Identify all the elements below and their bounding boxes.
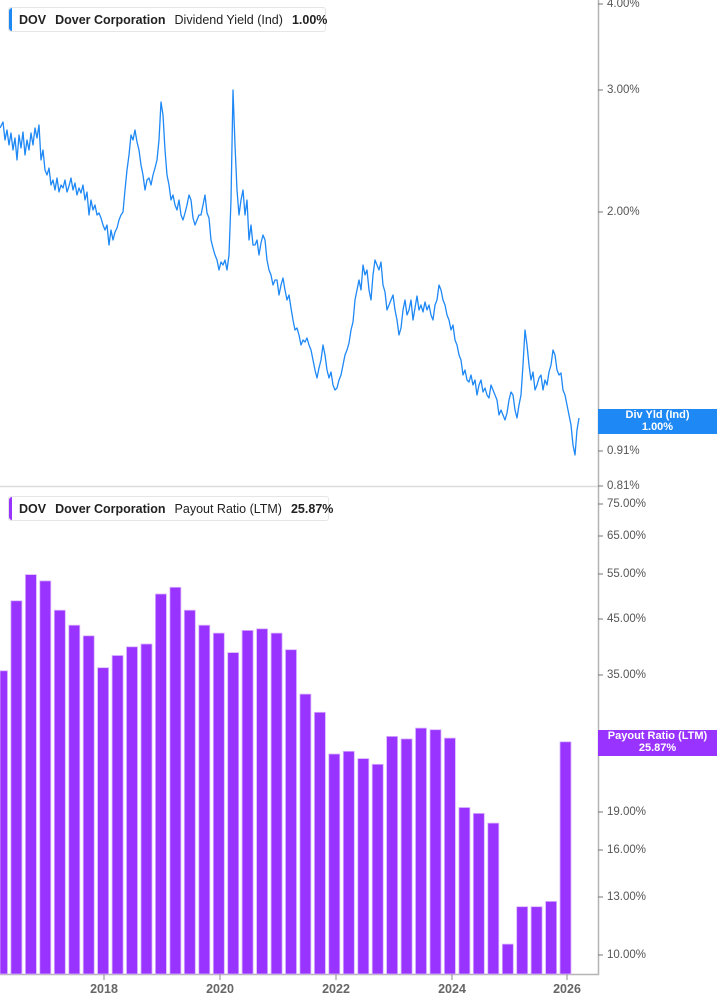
payout-ratio-bar — [458, 807, 471, 975]
payout-ratio-bar — [559, 741, 572, 975]
payout-ratio-bar — [256, 628, 269, 975]
payout-ratio-bar — [299, 693, 312, 975]
payout-ratio-bar — [443, 737, 456, 975]
x-tick-label: 2024 — [438, 982, 466, 996]
payout-ratio-bar — [126, 646, 138, 975]
bottom-legend[interactable]: DOV Dover Corporation Payout Ratio (LTM)… — [8, 496, 333, 521]
top-y-tick: 3.00% — [607, 84, 640, 96]
flag-label: Payout Ratio (LTM) — [607, 730, 708, 742]
payout-ratio-bar — [154, 593, 167, 975]
x-tick-label: 2026 — [553, 982, 581, 996]
x-tick-label: 2020 — [206, 982, 234, 996]
x-tick-marks — [103, 974, 568, 980]
bottom-legend-metric: Payout Ratio (LTM) — [174, 501, 282, 516]
flag-value: 1.00% — [641, 420, 674, 433]
payout-ratio-bar — [487, 822, 500, 975]
payout-ratio-bar — [82, 635, 95, 975]
top-y-tick: 4.00% — [607, 0, 640, 10]
top-legend-value: 1.00% — [291, 12, 328, 27]
payout-ratio-bar — [111, 655, 124, 975]
flag-label: Div Yld (Ind) — [625, 409, 690, 421]
payout-ratio-bar — [198, 624, 211, 975]
dividend-yield-value-flag: Div Yld (Ind) 1.00% — [598, 409, 717, 434]
payout-ratio-bar — [140, 643, 153, 975]
payout-ratio-bar — [212, 632, 225, 975]
payout-ratio-bar — [0, 670, 8, 975]
payout-ratio-bar — [472, 813, 485, 975]
payout-ratio-bar — [24, 574, 37, 975]
payout-ratio-bar — [429, 729, 442, 975]
top-y-tick: 0.81% — [607, 480, 640, 492]
bottom-y-tick: 35.00% — [607, 669, 647, 681]
payout-ratio-bar — [400, 738, 413, 975]
top-y-tick: 2.00% — [607, 206, 640, 218]
payout-ratio-bar — [386, 736, 399, 975]
payout-ratio-bar — [530, 906, 543, 975]
bottom-y-tick: 16.00% — [607, 844, 647, 856]
bottom-y-tick: 55.00% — [607, 568, 647, 580]
payout-ratio-bar — [241, 630, 254, 975]
payout-ratio-bar — [53, 609, 66, 975]
bottom-legend-color-swatch — [9, 497, 12, 520]
payout-ratio-bar — [39, 580, 52, 975]
x-tick-label: 2022 — [322, 982, 350, 996]
x-tick-label: 2018 — [90, 982, 118, 996]
payout-ratio-bar — [313, 711, 326, 975]
bottom-y-tick: 19.00% — [607, 806, 647, 818]
bottom-y-tick: 13.00% — [607, 891, 647, 903]
payout-ratio-bar — [227, 652, 240, 975]
payout-ratio-bar — [328, 753, 341, 975]
top-legend-company: Dover Corporation — [55, 12, 166, 27]
payout-ratio-bars — [0, 574, 572, 975]
payout-ratio-bar — [516, 906, 529, 975]
bottom-legend-ticker: DOV — [19, 501, 47, 516]
payout-ratio-bar — [183, 609, 196, 975]
top-y-tick: 0.91% — [607, 445, 640, 457]
payout-ratio-bar — [68, 624, 81, 975]
payout-ratio-bar — [357, 758, 370, 975]
payout-ratio-bar — [285, 649, 297, 975]
bottom-legend-value: 25.87% — [290, 501, 334, 516]
top-legend[interactable]: DOV Dover Corporation Dividend Yield (In… — [8, 7, 328, 32]
payout-ratio-value-flag: Payout Ratio (LTM) 25.87% — [598, 730, 717, 756]
payout-ratio-bar — [97, 667, 109, 975]
payout-ratio-bar — [415, 727, 427, 975]
payout-ratio-bar — [169, 586, 182, 975]
payout-ratio-bar — [371, 763, 384, 975]
top-legend-metric: Dividend Yield (Ind) — [174, 12, 283, 27]
bottom-y-tick: 10.00% — [607, 949, 647, 961]
payout-ratio-bar — [342, 750, 355, 975]
top-legend-ticker: DOV — [19, 12, 47, 27]
payout-ratio-bar — [501, 943, 514, 975]
y-tick-marks — [598, 3, 603, 956]
flag-value: 25.87% — [638, 741, 677, 754]
payout-ratio-bar — [270, 632, 283, 975]
bottom-y-tick: 45.00% — [607, 613, 647, 625]
dividend-yield-line — [0, 89, 580, 456]
bottom-legend-company: Dover Corporation — [55, 501, 166, 516]
payout-ratio-bar — [545, 901, 557, 975]
payout-ratio-bar — [10, 600, 23, 975]
bottom-y-tick: 75.00% — [607, 498, 647, 510]
top-legend-color-swatch — [9, 8, 12, 31]
bottom-y-tick: 65.00% — [607, 530, 647, 542]
